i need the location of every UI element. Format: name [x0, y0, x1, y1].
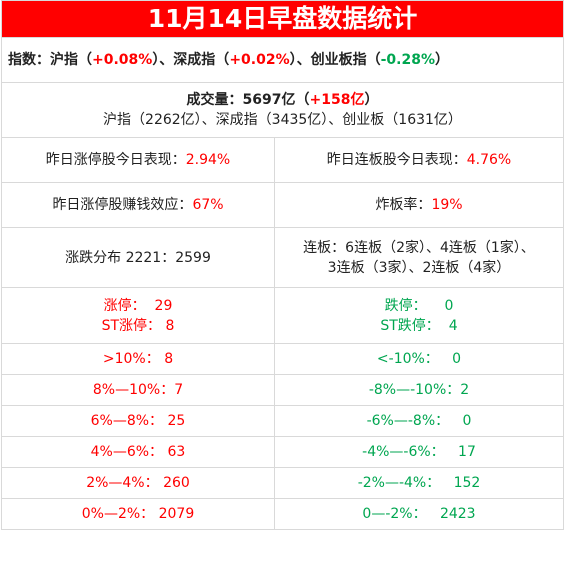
st-limit-up-line: ST涨停： 8: [2, 316, 274, 336]
range-row: 6%—8%： 25 -6%—-8%： 0: [1, 405, 564, 437]
indices-cell: 指数：沪指（+0.08%）、深成指（+0.02%）、创业板指（-0.28%）: [1, 37, 564, 83]
range-down-value: 2423: [439, 506, 476, 522]
range-row: 8%—10%：7 -8%—-10%：2: [1, 374, 564, 406]
range-down-label: 0—-2%：: [362, 506, 427, 522]
range-down-cell: -8%—-10%：2: [274, 374, 564, 406]
range-up-cell: 6%—8%： 25: [1, 405, 275, 437]
range-up-label: 6%—8%：: [90, 413, 164, 429]
range-down-label: <-10%：: [376, 351, 439, 367]
limit-up-perf-label: 昨日涨停股今日表现：: [45, 152, 186, 168]
limit-down-value: 0: [444, 297, 454, 314]
range-row: 2%—4%： 260 -2%—-4%： 152: [1, 467, 564, 499]
limit-up-label: 涨停：: [103, 297, 146, 314]
range-down-value: 2: [460, 382, 470, 398]
sz-index-name: ）、深成指（: [152, 52, 230, 68]
consecutive-perf-label: 昨日连板股今日表现：: [326, 152, 467, 168]
volume-row: 成交量：5697亿（+158亿） 沪指（2262亿）、深成指（3435亿）、创业…: [1, 82, 564, 138]
range-down-value: 17: [458, 444, 476, 460]
limit-up-perf-cell: 昨日涨停股今日表现：2.94%: [1, 137, 275, 183]
sh-index-name: 沪指（: [50, 52, 92, 68]
st-limit-down-line: ST跌停： 4: [275, 316, 563, 336]
range-up-cell: 4%—6%： 63: [1, 436, 275, 468]
profit-effect-label: 昨日涨停股赚钱效应：: [52, 197, 193, 213]
break-rate-label: 炸板率：: [375, 197, 432, 213]
profit-effect-value: 67%: [192, 197, 224, 213]
consecutive-line-1: 连板：6连板（2家）、4连板（1家）、: [303, 239, 535, 256]
range-down-cell: -2%—-4%： 152: [274, 467, 564, 499]
distribution-cell: 涨跌分布 2221：2599: [1, 227, 275, 288]
range-up-label: 4%—6%：: [90, 444, 164, 460]
st-limit-down-label: ST跌停：: [380, 317, 440, 334]
consecutive-perf-value: 4.76%: [466, 152, 512, 168]
volume-close: ）: [364, 92, 379, 108]
limit-down-line: 跌停： 0: [275, 296, 563, 316]
consecutive-line-2: 3连板（3家）、2连板（4家）: [327, 259, 511, 276]
range-up-value: 8: [164, 351, 174, 367]
volume-cell: 成交量：5697亿（+158亿） 沪指（2262亿）、深成指（3435亿）、创业…: [1, 82, 564, 138]
title-row: 11月14日早盘数据统计: [1, 0, 564, 38]
effect-row: 昨日涨停股赚钱效应：67% 炸板率：19%: [1, 182, 564, 228]
range-down-cell: 0—-2%： 2423: [274, 498, 564, 530]
limit-up-perf-value: 2.94%: [185, 152, 231, 168]
page-title: 11月14日早盘数据统计: [1, 0, 564, 38]
range-down-label: -6%—-8%：: [366, 413, 450, 429]
range-up-label: 2%—4%：: [86, 475, 159, 491]
volume-label: 成交量：5697亿（: [186, 92, 310, 108]
range-down-cell: <-10%： 0: [274, 343, 564, 375]
range-up-label: 8%—10%：: [92, 382, 175, 398]
range-up-cell: 0%—2%： 2079: [1, 498, 275, 530]
volume-detail: 沪指（2262亿）、深成指（3435亿）、创业板（1631亿）: [103, 112, 462, 128]
range-up-label: 0%—2%：: [81, 506, 155, 522]
break-rate-cell: 炸板率：19%: [274, 182, 564, 228]
indices-label: 指数：: [8, 52, 50, 68]
range-up-label: >10%：: [102, 351, 160, 367]
limit-down-label: 跌停：: [384, 297, 427, 314]
indices-close: ）: [435, 52, 450, 68]
limit-up-line: 涨停： 29: [2, 296, 274, 316]
range-down-label: -2%—-4%：: [357, 475, 441, 491]
cy-index-name: ）、创业板指（: [289, 52, 381, 68]
profit-effect-cell: 昨日涨停股赚钱效应：67%: [1, 182, 275, 228]
limit-up-value: 29: [154, 297, 173, 314]
range-down-cell: -6%—-8%： 0: [274, 405, 564, 437]
consecutive-detail-cell: 连板：6连板（2家）、4连板（1家）、 3连板（3家）、2连板（4家）: [274, 227, 564, 288]
range-up-value: 7: [174, 382, 184, 398]
limit-down-cell: 跌停： 0 ST跌停： 4: [274, 287, 564, 344]
range-up-cell: 8%—10%：7: [1, 374, 275, 406]
range-down-value: 152: [453, 475, 481, 491]
sh-index-change: +0.08%: [92, 52, 153, 68]
sz-index-change: +0.02%: [229, 52, 290, 68]
range-up-cell: 2%—4%： 260: [1, 467, 275, 499]
limit-up-cell: 涨停： 29 ST涨停： 8: [1, 287, 275, 344]
range-up-cell: >10%： 8: [1, 343, 275, 375]
range-down-value: 0: [452, 351, 462, 367]
stats-table: 11月14日早盘数据统计 指数：沪指（+0.08%）、深成指（+0.02%）、创…: [1, 0, 564, 530]
st-limit-down-value: 4: [448, 317, 458, 334]
perf-row: 昨日涨停股今日表现：2.94% 昨日连板股今日表现：4.76%: [1, 137, 564, 183]
range-down-value: 0: [462, 413, 472, 429]
range-up-value: 63: [167, 444, 186, 460]
st-limit-up-label: ST涨停：: [101, 317, 162, 334]
range-down-label: -8%—-10%：: [368, 382, 461, 398]
volume-total: 成交量：5697亿（+158亿）: [2, 90, 563, 110]
range-down-cell: -4%—-6%： 17: [274, 436, 564, 468]
break-rate-value: 19%: [431, 197, 463, 213]
cy-index-change: -0.28%: [380, 52, 436, 68]
range-up-value: 260: [163, 475, 190, 491]
distribution-row: 涨跌分布 2221：2599 连板：6连板（2家）、4连板（1家）、 3连板（3…: [1, 227, 564, 288]
range-row: >10%： 8 <-10%： 0: [1, 343, 564, 375]
range-up-value: 2079: [158, 506, 195, 522]
indices-row: 指数：沪指（+0.08%）、深成指（+0.02%）、创业板指（-0.28%）: [1, 37, 564, 83]
range-up-value: 25: [167, 413, 186, 429]
range-row: 4%—6%： 63 -4%—-6%： 17: [1, 436, 564, 468]
consecutive-perf-cell: 昨日连板股今日表现：4.76%: [274, 137, 564, 183]
volume-change: +158亿: [309, 92, 365, 108]
range-down-label: -4%—-6%：: [362, 444, 445, 460]
st-limit-up-value: 8: [165, 317, 175, 334]
limit-row: 涨停： 29 ST涨停： 8 跌停： 0 ST跌停： 4: [1, 287, 564, 344]
range-row: 0%—2%： 2079 0—-2%： 2423: [1, 498, 564, 530]
